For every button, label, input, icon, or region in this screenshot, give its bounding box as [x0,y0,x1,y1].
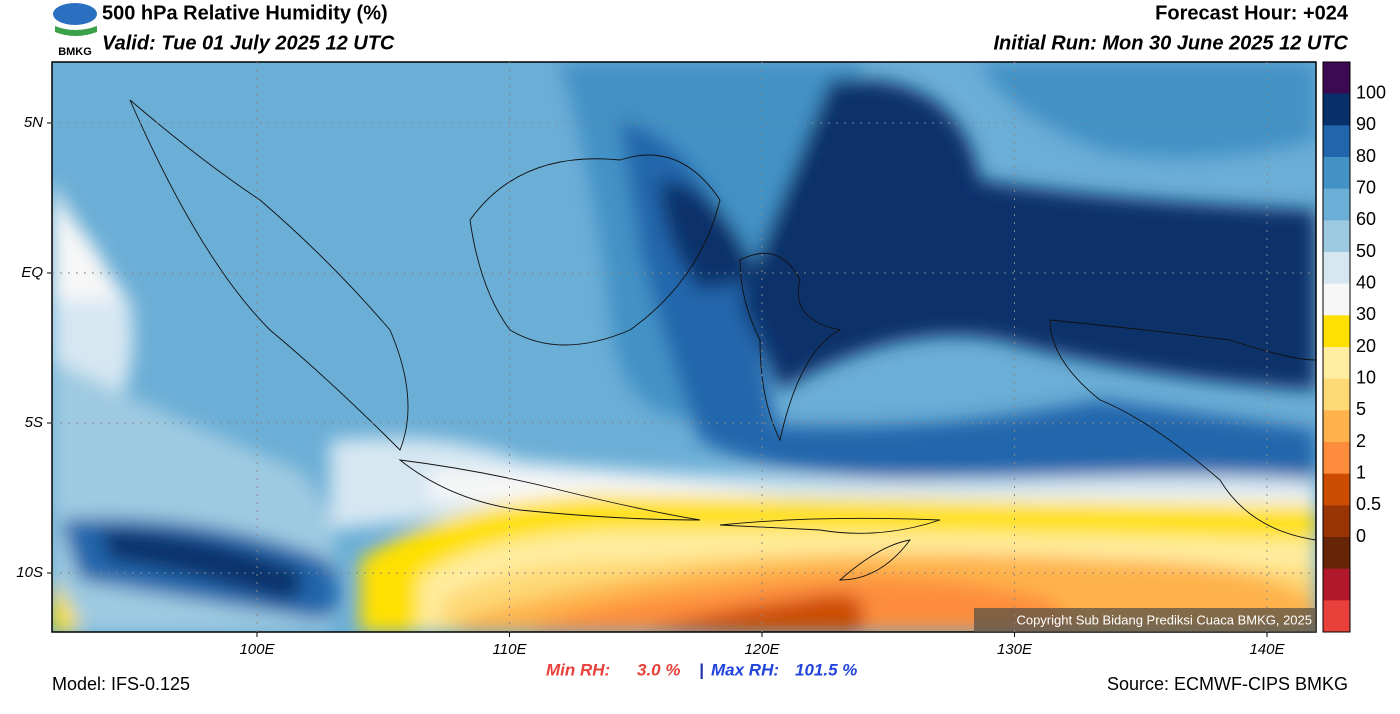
colorbar-label: 2 [1356,431,1366,451]
copyright: Copyright Sub Bidang Prediksi Cuaca BMKG… [1016,612,1312,627]
colorbar-label: 30 [1356,304,1376,324]
colorbar-label: 20 [1356,336,1376,356]
colorbar-label: 10 [1356,367,1376,387]
colorbar-segment [1323,283,1350,316]
map-frame [51,61,1317,633]
colorbar-segment [1323,252,1350,285]
colorbar-label: 50 [1356,241,1376,261]
colorbar-frame [1322,61,1351,633]
max-value: 101.5 % [795,660,857,679]
lon-label: 120E [744,641,780,658]
lon-label: 130E [997,641,1033,658]
colorbar-segment [1323,600,1350,633]
initial-run: Initial Run: Mon 30 June 2025 12 UTC [993,32,1348,54]
colorbar-segment [1323,157,1350,190]
colorbar-label: 0 [1356,526,1366,546]
logo: BMKG [53,3,97,58]
lat-label: 5S [25,414,43,431]
separator: | [699,660,704,679]
source: Source: ECMWF-CIPS BMKG [1107,674,1348,694]
model: Model: IFS-0.125 [52,674,190,694]
colorbar-label: 1 [1356,462,1366,482]
coastlines [129,99,1316,581]
colorbar-label: 90 [1356,114,1376,134]
colorbar-label: 70 [1356,177,1376,197]
colorbar-segment [1323,315,1350,348]
graticule: 100E 110E 120E 130E 140E 5N EQ 5S 10S [16,62,1316,658]
colorbar-segment [1323,410,1350,443]
lon-label: 100E [239,641,275,658]
colorbar-label: 0.5 [1356,494,1381,514]
humidity-field [52,62,1316,632]
rh-summary: Min RH: 3.0 % | Max RH: 101.5 % [546,660,857,679]
colorbar-label: 5 [1356,399,1366,419]
colorbar-segment [1323,62,1350,95]
colorbar-label: 60 [1356,209,1376,229]
lat-label: 5N [24,114,43,131]
colorbar-label: 100 [1356,82,1386,102]
colorbar-label: 80 [1356,146,1376,166]
copyright-box [974,608,1316,632]
max-label: Max RH: [711,660,779,679]
valid-time: Valid: Tue 01 July 2025 12 UTC [102,32,395,54]
colorbar-segment [1323,473,1350,506]
forecast-hour: Forecast Hour: +024 [1155,2,1349,24]
colorbar-segment [1323,442,1350,475]
lat-label: 10S [16,564,43,581]
colorbar-segment [1323,93,1350,126]
colorbar: 100 90 80 70 60 50 40 30 20 10 5 2 1 0.5 0 [1322,61,1386,633]
colorbar-segment [1323,505,1350,538]
lat-label: EQ [21,264,43,281]
colorbar-segment [1323,220,1350,253]
colorbar-segment [1323,125,1350,158]
colorbar-segment [1323,568,1350,601]
min-label: Min RH: [546,660,610,679]
lon-label: 110E [493,641,528,658]
colorbar-segment [1323,378,1350,411]
lon-label: 140E [1249,641,1285,658]
colorbar-label: 40 [1356,272,1376,292]
logo-text: BMKG [58,46,92,58]
colorbar-segment [1323,347,1350,380]
colorbar-segment [1323,188,1350,221]
min-value: 3.0 % [637,660,680,679]
title: 500 hPa Relative Humidity (%) [102,2,388,24]
colorbar-segment [1323,537,1350,570]
